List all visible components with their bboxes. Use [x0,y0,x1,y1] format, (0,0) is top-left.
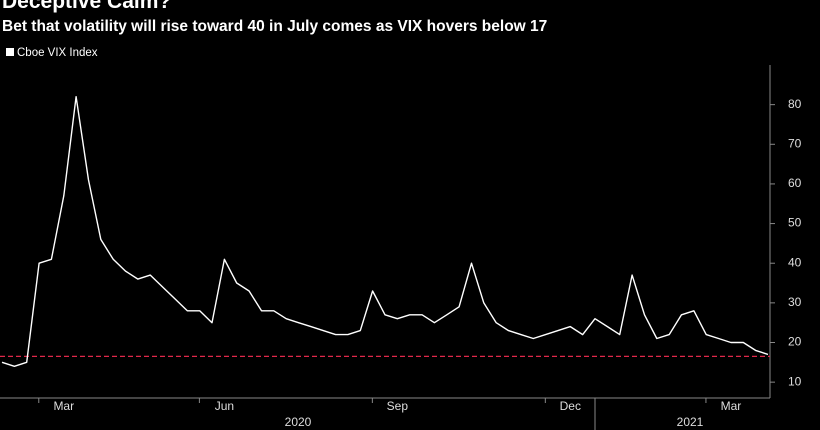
legend-swatch [6,48,14,56]
vix-line [1,96,769,367]
y-tick-label: 30 [788,295,802,309]
x-tick-label: Jun [215,399,234,413]
x-tick-label: Mar [721,399,742,413]
y-tick-label: 50 [788,216,802,230]
year-label: 2020 [285,415,312,429]
y-tick-label: 20 [788,335,802,349]
year-label: 2021 [677,415,704,429]
legend-label: Cboe VIX Index [17,47,98,59]
y-tick-label: 60 [788,176,802,190]
y-tick-label: 10 [788,374,802,388]
chart-subtitle: Bet that volatility will rise toward 40 … [2,18,547,35]
y-tick-label: 80 [788,97,802,111]
x-tick-label: Dec [560,399,581,413]
x-tick-label: Mar [53,399,74,413]
y-tick-label: 40 [788,255,802,269]
y-tick-label: 70 [788,136,802,150]
chart-title: Deceptive Calm? [2,0,171,13]
x-tick-label: Sep [387,399,409,413]
